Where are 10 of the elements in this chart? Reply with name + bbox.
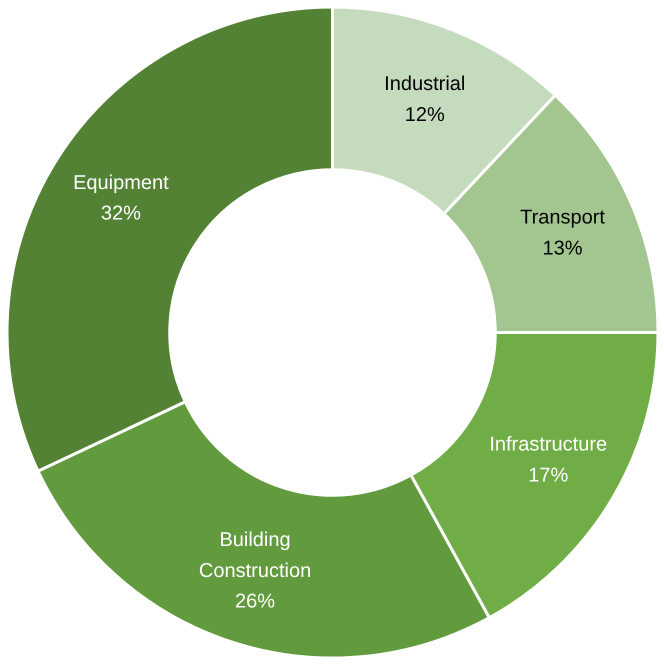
- data-label: 13%: [542, 237, 583, 260]
- slice-label: Equipment: [73, 172, 170, 194]
- slice-label: Building Construction: [198, 529, 312, 582]
- slice-label: Transport: [520, 206, 606, 229]
- data-label: 32%: [100, 202, 142, 225]
- data-label: 17%: [528, 464, 568, 486]
- data-label: 26%: [235, 590, 276, 613]
- slice-label: Infrastructure: [489, 434, 608, 456]
- data-label: 12%: [404, 104, 445, 126]
- slice-label: Industrial: [384, 73, 466, 96]
